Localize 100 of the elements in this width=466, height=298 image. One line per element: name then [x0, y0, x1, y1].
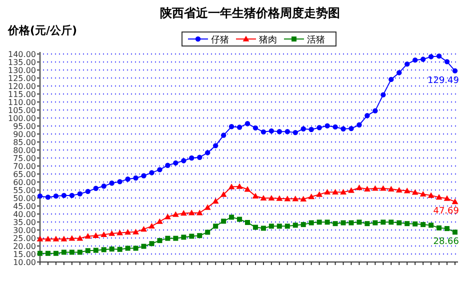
- point: [84, 233, 92, 239]
- point: [348, 126, 354, 132]
- point: [340, 220, 346, 226]
- point: [85, 188, 90, 194]
- point: [44, 236, 52, 242]
- point: [236, 124, 242, 130]
- point: [316, 191, 323, 197]
- point: [452, 198, 458, 204]
- point: [356, 122, 362, 128]
- y-tick-label: 120.00: [8, 82, 36, 91]
- point: [324, 220, 330, 225]
- point: [141, 173, 146, 178]
- point: [101, 247, 106, 252]
- point: [53, 193, 59, 199]
- point: [109, 180, 114, 186]
- point: [268, 194, 275, 201]
- point: [140, 226, 147, 232]
- y-tick-label: 15.00: [13, 250, 36, 259]
- point: [77, 250, 82, 255]
- point: [380, 220, 386, 225]
- point: [141, 244, 146, 249]
- point: [444, 195, 450, 201]
- point: [157, 238, 162, 244]
- point: [156, 218, 163, 224]
- point: [212, 143, 218, 148]
- point: [276, 195, 283, 201]
- point: [196, 210, 203, 216]
- point: [157, 167, 162, 172]
- y-tick-label: 125.00: [8, 74, 36, 83]
- point: [148, 222, 155, 229]
- point: [404, 61, 410, 67]
- point: [300, 196, 307, 202]
- y-tick-label: 50.00: [13, 194, 36, 203]
- point: [356, 220, 362, 225]
- point: [404, 188, 410, 194]
- point: [228, 184, 235, 190]
- point: [332, 221, 338, 226]
- y-tick-label: 130.00: [8, 66, 36, 75]
- legend-label: 活猪: [307, 34, 325, 46]
- y-tick-label: 60.00: [13, 178, 36, 187]
- y-tick-label: 30.00: [13, 226, 36, 235]
- point: [117, 246, 122, 252]
- point: [332, 124, 338, 130]
- point: [268, 128, 274, 134]
- y-tick-label: 90.00: [13, 130, 36, 139]
- point: [36, 236, 44, 242]
- point: [300, 222, 306, 228]
- y-axis-title: 价格(元/公斤): [7, 24, 78, 37]
- y-tick-label: 10.00: [13, 258, 36, 267]
- point: [69, 250, 74, 255]
- y-tick-label: 70.00: [13, 162, 36, 171]
- point: [332, 188, 338, 194]
- point: [348, 187, 354, 193]
- point: [220, 132, 226, 138]
- point: [340, 126, 346, 132]
- point: [284, 196, 291, 202]
- point: [117, 179, 122, 184]
- point: [388, 220, 394, 225]
- point: [204, 204, 211, 210]
- point: [412, 57, 418, 63]
- y-tick-label: 55.00: [13, 186, 36, 195]
- y-tick-label: 135.00: [8, 58, 36, 67]
- point: [228, 124, 234, 130]
- point: [173, 160, 178, 166]
- point: [412, 189, 418, 195]
- point: [116, 230, 124, 236]
- point: [428, 222, 434, 228]
- point: [340, 188, 346, 194]
- y-tick-label: 45.00: [13, 202, 36, 211]
- point: [197, 233, 202, 238]
- point: [364, 113, 370, 118]
- point: [372, 185, 378, 191]
- point: [197, 154, 202, 160]
- point: [45, 194, 51, 200]
- point: [165, 162, 170, 168]
- point: [164, 214, 171, 220]
- point: [308, 194, 315, 200]
- y-tick-label: 80.00: [13, 146, 36, 155]
- point: [37, 193, 43, 199]
- point: [364, 221, 370, 226]
- point: [380, 92, 386, 98]
- point: [173, 236, 178, 241]
- point: [236, 183, 243, 189]
- point: [396, 70, 402, 76]
- point: [108, 230, 116, 236]
- point: [292, 222, 298, 228]
- y-tick-label: 40.00: [13, 210, 36, 219]
- point: [221, 218, 226, 224]
- point: [61, 192, 67, 198]
- point: [125, 176, 130, 182]
- point: [100, 231, 108, 238]
- point: [60, 236, 68, 242]
- point: [76, 235, 84, 241]
- chart-title: 陕西省近一年生猪价格周度走势图: [160, 6, 340, 20]
- point: [165, 236, 170, 241]
- point: [436, 53, 442, 59]
- point: [388, 186, 394, 192]
- point: [252, 224, 258, 230]
- y-tick-label: 85.00: [13, 138, 36, 147]
- point: [149, 241, 154, 246]
